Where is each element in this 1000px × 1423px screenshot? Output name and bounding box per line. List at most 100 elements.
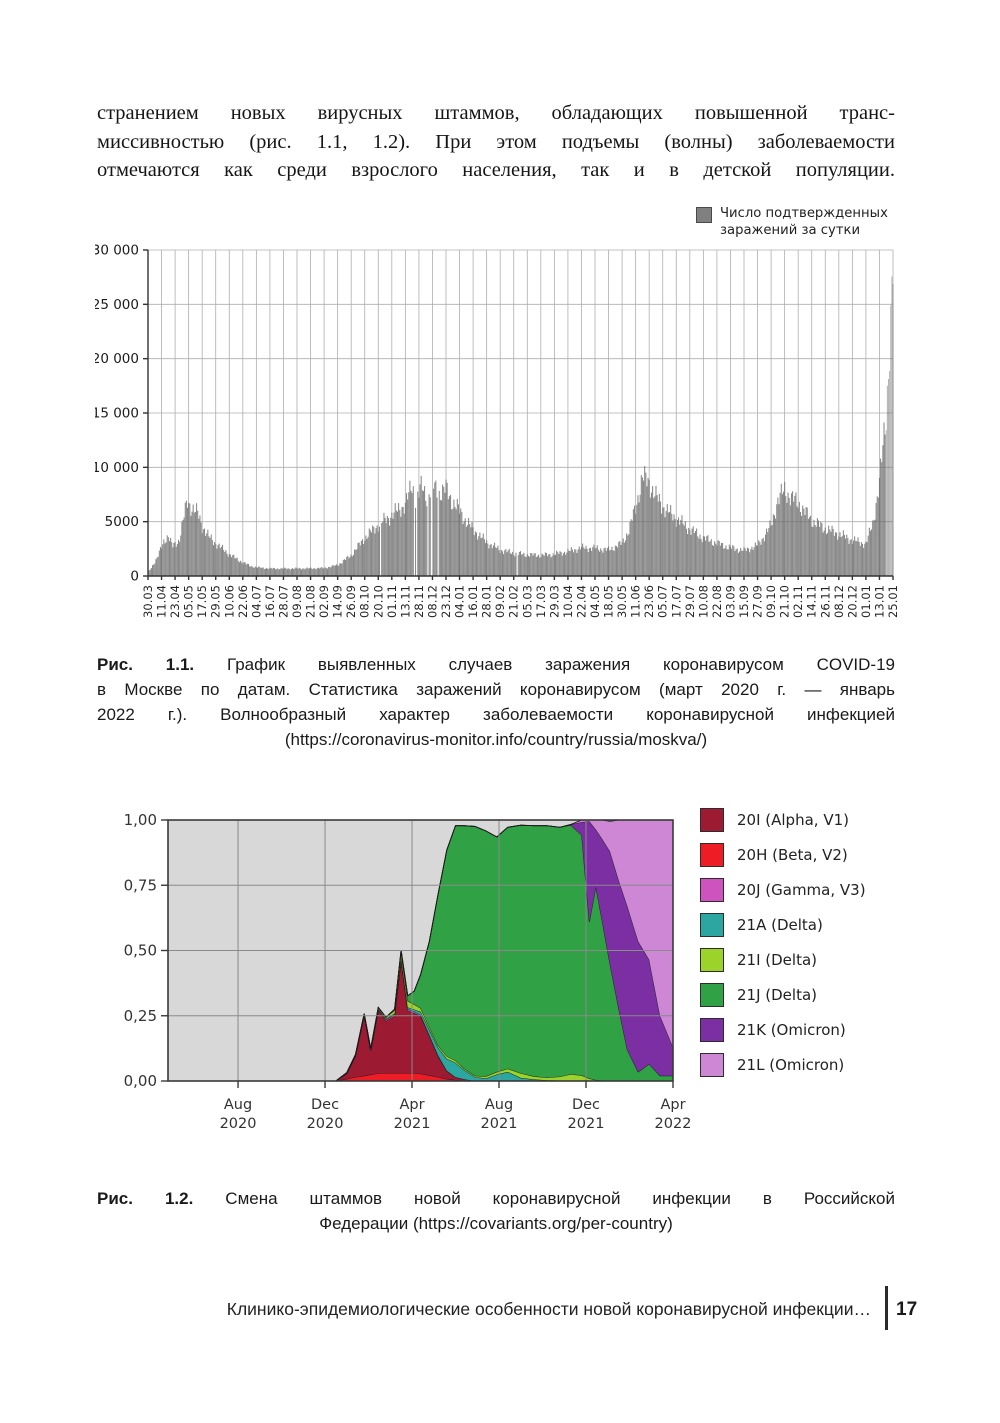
- svg-text:2021: 2021: [394, 1116, 431, 1132]
- svg-text:Dec: Dec: [311, 1097, 339, 1113]
- legend-label-21L: 21L (Omicron): [737, 1055, 845, 1074]
- svg-text:10.08: 10.08: [696, 585, 710, 618]
- legend-label-20H: 20H (Beta, V2): [737, 845, 848, 864]
- svg-text:28.11: 28.11: [412, 585, 426, 618]
- figure2-gridlines: [168, 820, 673, 1081]
- svg-text:26.09: 26.09: [344, 585, 358, 618]
- svg-text:23.06: 23.06: [642, 585, 656, 618]
- svg-text:09.02: 09.02: [493, 585, 507, 618]
- svg-text:28.07: 28.07: [276, 585, 290, 618]
- legend-label-20J: 20J (Gamma, V3): [737, 880, 866, 899]
- svg-text:Apr: Apr: [399, 1097, 424, 1113]
- svg-text:08.12: 08.12: [832, 585, 846, 618]
- figure2-chart: 0,00 0,25 0,50 0,75 1,00 Aug 2020 Dec 2020 Apr 202…: [124, 811, 692, 1132]
- svg-text:Dec: Dec: [572, 1097, 600, 1113]
- legend-swatch-21L-icon: [700, 1052, 724, 1077]
- svg-text:10.06: 10.06: [222, 585, 236, 618]
- svg-text:5000: 5000: [105, 514, 139, 530]
- area-20H: [168, 1073, 673, 1081]
- caption-1-1-line2: в Москве по датам. Статистика заражений …: [97, 680, 895, 699]
- caption-figure-1-1: Рис. 1.1. График выявленных случаев зара…: [97, 652, 895, 752]
- svg-text:30.03: 30.03: [141, 585, 155, 618]
- footer-divider: [885, 1286, 888, 1330]
- svg-text:2020: 2020: [220, 1116, 257, 1132]
- svg-text:01.01: 01.01: [859, 585, 873, 618]
- bars-confirmed-cases: [147, 276, 894, 576]
- svg-text:23.04: 23.04: [168, 585, 182, 618]
- svg-text:2020: 2020: [307, 1116, 344, 1132]
- svg-text:22.04: 22.04: [574, 585, 588, 618]
- legend-swatch-20H-icon: [700, 842, 724, 867]
- legend-label-21K: 21K (Omicron): [737, 1020, 846, 1039]
- svg-text:05.03: 05.03: [520, 585, 534, 618]
- svg-text:20 000: 20 000: [95, 351, 139, 367]
- svg-text:17.03: 17.03: [534, 585, 548, 618]
- caption-1-1-url: (https://coronavirus-monitor.info/countr…: [284, 730, 708, 749]
- svg-text:25.01: 25.01: [886, 585, 900, 618]
- svg-text:22.06: 22.06: [236, 585, 250, 618]
- legend-item-21A: 21A (Delta): [700, 912, 866, 937]
- svg-text:15 000: 15 000: [95, 406, 139, 422]
- svg-text:0,50: 0,50: [124, 942, 157, 960]
- legend-item-21I: 21I (Delta): [700, 947, 866, 972]
- figure1-gridlines: [147, 249, 894, 576]
- svg-text:21.02: 21.02: [507, 585, 521, 618]
- svg-text:22.08: 22.08: [710, 585, 724, 618]
- svg-text:05.07: 05.07: [656, 585, 670, 618]
- caption-1-1-number: Рис. 1.1.: [97, 655, 195, 674]
- legend-label-20I: 20I (Alpha, V1): [737, 810, 849, 829]
- svg-text:01.11: 01.11: [385, 585, 399, 618]
- intro-line-1: странением новых вирусных штаммов, облад…: [97, 102, 895, 124]
- svg-text:04.01: 04.01: [453, 585, 467, 618]
- legend-swatch-21A-icon: [700, 912, 724, 937]
- svg-text:08.12: 08.12: [425, 585, 439, 618]
- svg-text:2021: 2021: [481, 1116, 518, 1132]
- legend-item-21K: 21K (Omicron): [700, 1017, 866, 1042]
- caption-figure-1-2: Рис. 1.2. Смена штаммов новой коронавиру…: [97, 1186, 895, 1236]
- svg-text:2021: 2021: [568, 1116, 605, 1132]
- svg-text:20.10: 20.10: [371, 585, 385, 618]
- svg-text:Aug: Aug: [485, 1097, 513, 1113]
- running-title: Клинико-эпидемиологические особенности н…: [226, 1299, 871, 1319]
- svg-text:20.12: 20.12: [845, 585, 859, 618]
- svg-text:30.05: 30.05: [615, 585, 629, 618]
- legend-swatch-20I-icon: [700, 807, 724, 832]
- figure1-legend-line1: Число подтвержденных: [720, 206, 888, 221]
- svg-text:04.05: 04.05: [588, 585, 602, 618]
- svg-text:14.11: 14.11: [805, 585, 819, 618]
- figure1-y-labels: 0 5000 10 000 15 000 20 000 25 000 30 000: [95, 244, 139, 585]
- legend-label-21A: 21A (Delta): [737, 915, 823, 934]
- figure1-legend-line2: заражений за сутки: [720, 222, 861, 238]
- figure1-x-labels: 30.03 11.04 23.04 05.05 17.05 29.05 10.06 22.06…: [141, 585, 900, 618]
- figure1-axes: [143, 249, 894, 580]
- caption-1-1-line3: 2022 г.). Волнообразный характер заболев…: [97, 705, 895, 724]
- svg-text:16.07: 16.07: [263, 585, 277, 618]
- svg-text:28.01: 28.01: [480, 585, 494, 618]
- svg-text:29.07: 29.07: [683, 585, 697, 618]
- svg-text:11.04: 11.04: [155, 585, 169, 618]
- area-21J: [168, 825, 673, 1081]
- svg-text:17.07: 17.07: [669, 585, 683, 618]
- svg-text:25 000: 25 000: [95, 297, 139, 313]
- legend-swatch-21I-icon: [700, 947, 724, 972]
- svg-text:10.04: 10.04: [561, 585, 575, 618]
- legend-swatch-21J-icon: [700, 982, 724, 1007]
- figure2-x-labels: Aug 2020 Dec 2020 Apr 2021 Aug 2021 Dec 2021 Apr 20…: [220, 1097, 692, 1132]
- intro-line-3: отмечаются как среди взрослого населения…: [97, 159, 895, 182]
- figure1-legend: Число подтвержденных заражений за сутки: [696, 206, 888, 239]
- svg-text:29.03: 29.03: [547, 585, 561, 618]
- confirmed-cases-swatch-icon: [696, 207, 712, 223]
- legend-swatch-20J-icon: [700, 877, 724, 902]
- svg-text:10 000: 10 000: [95, 460, 139, 476]
- page-number: 17: [896, 1299, 918, 1320]
- svg-text:30 000: 30 000: [95, 244, 139, 259]
- svg-text:09.08: 09.08: [290, 585, 304, 618]
- svg-text:05.05: 05.05: [182, 585, 196, 618]
- legend-label-21I: 21I (Delta): [737, 950, 818, 969]
- svg-text:11.06: 11.06: [629, 585, 643, 618]
- legend-label-21J: 21J (Delta): [737, 985, 818, 1004]
- caption-1-2-number: Рис. 1.2.: [97, 1189, 194, 1208]
- svg-text:18.05: 18.05: [602, 585, 616, 618]
- svg-text:03.09: 03.09: [723, 585, 737, 618]
- svg-text:16.01: 16.01: [466, 585, 480, 618]
